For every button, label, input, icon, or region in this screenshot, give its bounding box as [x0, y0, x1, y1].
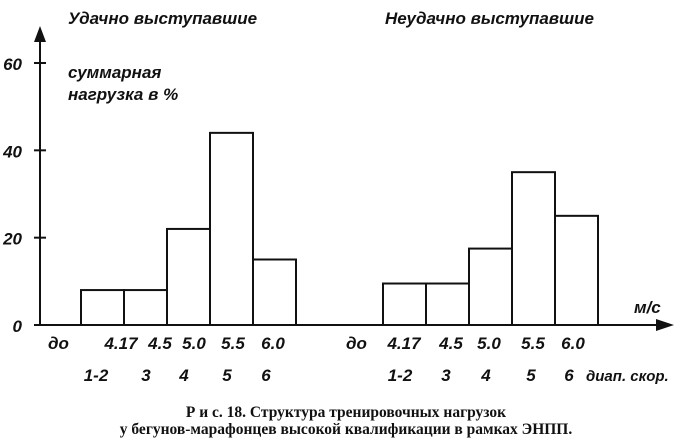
- y-tick-label: 20: [2, 230, 22, 249]
- range-label: 3: [441, 366, 451, 385]
- range-footer-label: диап. скор.: [586, 368, 669, 385]
- bars: [80, 131, 599, 327]
- bar: [252, 258, 297, 326]
- speed-label: 5.0: [477, 334, 501, 353]
- speed-label: 5.5: [521, 334, 545, 353]
- bar: [511, 171, 556, 326]
- speed-label: 5.5: [221, 334, 245, 353]
- range-label: 1-2: [388, 366, 413, 385]
- x-axis-unit-label: м/с: [634, 298, 661, 317]
- y-tick-label: 40: [2, 142, 22, 161]
- speed-label: 6.0: [561, 334, 585, 353]
- speed-label: до: [48, 334, 69, 353]
- bar: [166, 227, 211, 326]
- speed-label: 6.0: [261, 334, 285, 353]
- y-tick-label: 60: [3, 55, 22, 74]
- range-label: 5: [222, 366, 232, 385]
- bar: [209, 131, 254, 326]
- panel-title: Неудачно выступавшие: [385, 9, 594, 28]
- range-label: 6: [564, 366, 574, 385]
- figure-caption-line1: Р и с. 18. Структура тренировочных нагру…: [185, 404, 507, 421]
- speed-label: 4.5: [147, 334, 172, 353]
- range-label: 4: [480, 366, 491, 385]
- speed-label: до: [346, 334, 367, 353]
- speed-label: 5.0: [182, 334, 206, 353]
- range-label: 4: [178, 366, 189, 385]
- range-label: 6: [261, 366, 271, 385]
- speed-label: 4.17: [103, 334, 139, 353]
- x-axis-arrow: [656, 319, 674, 331]
- figure-caption-line2: у бегунов-марафонцев высокой квалификаци…: [119, 421, 573, 438]
- y-axis-label-line1: суммарная: [68, 63, 161, 82]
- panel-title: Удачно выступавшие: [68, 9, 257, 28]
- y-axis-arrow: [34, 26, 46, 42]
- bar: [425, 282, 470, 326]
- range-label: 5: [526, 366, 536, 385]
- bar: [123, 289, 168, 327]
- bar: [468, 247, 513, 326]
- labels: 0 20 40 60 суммарная нагрузка в % м/с Удачно вы…: [2, 9, 669, 385]
- range-label: 1-2: [84, 366, 109, 385]
- range-label: 3: [141, 366, 151, 385]
- bar: [554, 214, 599, 326]
- bar: [80, 289, 125, 327]
- y-tick-label: 0: [13, 317, 23, 336]
- speed-label: 4.5: [438, 334, 463, 353]
- bar: [382, 282, 427, 326]
- speed-label: 4.17: [386, 334, 422, 353]
- y-axis-label-line2: нагрузка в %: [68, 85, 178, 104]
